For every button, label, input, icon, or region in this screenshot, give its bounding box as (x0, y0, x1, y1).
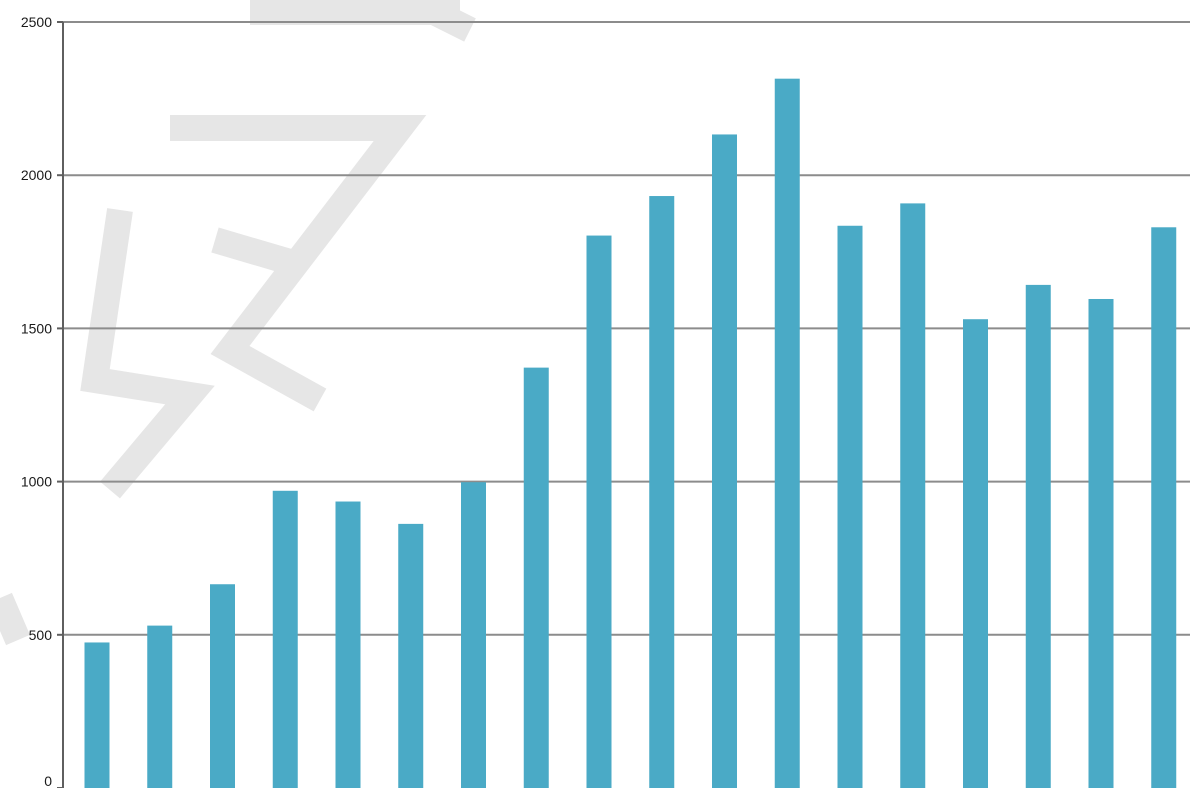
watermark-stroke-l (80, 208, 215, 499)
bar-11 (712, 134, 737, 788)
y-tick-label-1000: 1000 (21, 474, 52, 490)
bar-10 (649, 196, 675, 788)
y-tick-label-1500: 1500 (21, 320, 52, 336)
y-tick-label-2000: 2000 (21, 167, 52, 183)
gridlines (63, 21, 1190, 636)
bar-3 (210, 584, 235, 788)
bar-8 (523, 367, 549, 788)
bar-13 (837, 225, 863, 788)
bar-5 (335, 501, 361, 788)
bar-14 (900, 203, 926, 788)
watermark-stroke-bar (211, 227, 304, 278)
y-tick-labels: 0 500 1000 1500 2000 2500 (21, 14, 52, 788)
axes (57, 21, 64, 788)
bar-4 (272, 490, 298, 788)
bar-9 (586, 235, 612, 788)
y-tick-label-0: 0 (44, 773, 52, 788)
y-tick-label-500: 500 (29, 627, 53, 643)
bar-1 (84, 642, 110, 788)
bar-15 (963, 319, 988, 788)
bar-12 (774, 78, 800, 788)
watermark (0, 0, 476, 646)
bar-6 (398, 523, 424, 788)
watermark-stroke-corner (404, 0, 476, 42)
bar-18 (1151, 227, 1177, 788)
bars (84, 78, 1177, 788)
y-tick-label-2500: 2500 (21, 14, 52, 30)
bar-16 (1025, 284, 1051, 788)
bar-2 (147, 625, 173, 788)
bar-17 (1088, 298, 1114, 788)
bar-7 (461, 482, 486, 788)
watermark-stroke-a (170, 115, 427, 412)
watermark-stroke-s (0, 592, 30, 646)
